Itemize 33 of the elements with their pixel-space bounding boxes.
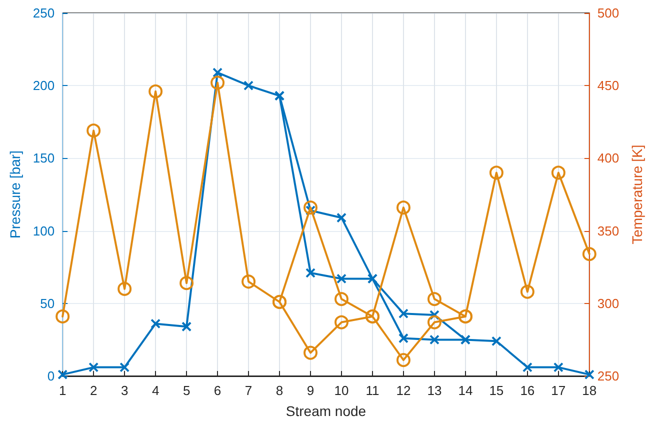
y-tick-label: 150 (32, 150, 55, 166)
x-axis-title: Stream node (286, 403, 366, 419)
y2-axis-title: Temperature [K] (629, 144, 645, 244)
x-tick-label: 13 (427, 383, 442, 398)
x-tick-label: 7 (244, 383, 252, 398)
y2-tick-label: 350 (597, 223, 620, 238)
y-tick-label: 200 (32, 78, 55, 94)
y2-tick-label: 300 (597, 296, 620, 311)
x-tick-label: 9 (306, 383, 314, 398)
y-tick-label: 250 (32, 6, 55, 20)
x-tick-label: 15 (489, 383, 504, 398)
x-tick-label: 8 (276, 383, 284, 398)
y-tick-label: 50 (40, 296, 55, 311)
y-axis-title: Pressure [bar] (7, 150, 23, 238)
x-tick-label: 16 (520, 383, 535, 398)
x-tick-label: 6 (214, 383, 222, 398)
x-tick-label: 3 (120, 383, 128, 398)
x-tick-label: 1 (58, 383, 66, 398)
x-tick-label: 10 (334, 383, 349, 398)
x-tick-label: 2 (90, 383, 98, 398)
y2-tick-label: 250 (597, 368, 620, 384)
x-tick-label: 4 (152, 383, 160, 398)
y2-tick-label: 500 (597, 6, 620, 20)
y2-tick-label: 450 (597, 78, 620, 94)
y2-tick-label: 400 (597, 150, 620, 166)
y-tick-label: 100 (32, 223, 55, 238)
x-tick-label: 17 (551, 383, 566, 398)
x-tick-label: 11 (366, 383, 380, 398)
x-tick-label: 12 (396, 383, 411, 398)
y-tick-label: 0 (47, 368, 55, 384)
x-tick-label: 18 (582, 383, 597, 398)
x-tick-label: 5 (182, 383, 190, 398)
x-tick-label: 14 (458, 383, 473, 398)
